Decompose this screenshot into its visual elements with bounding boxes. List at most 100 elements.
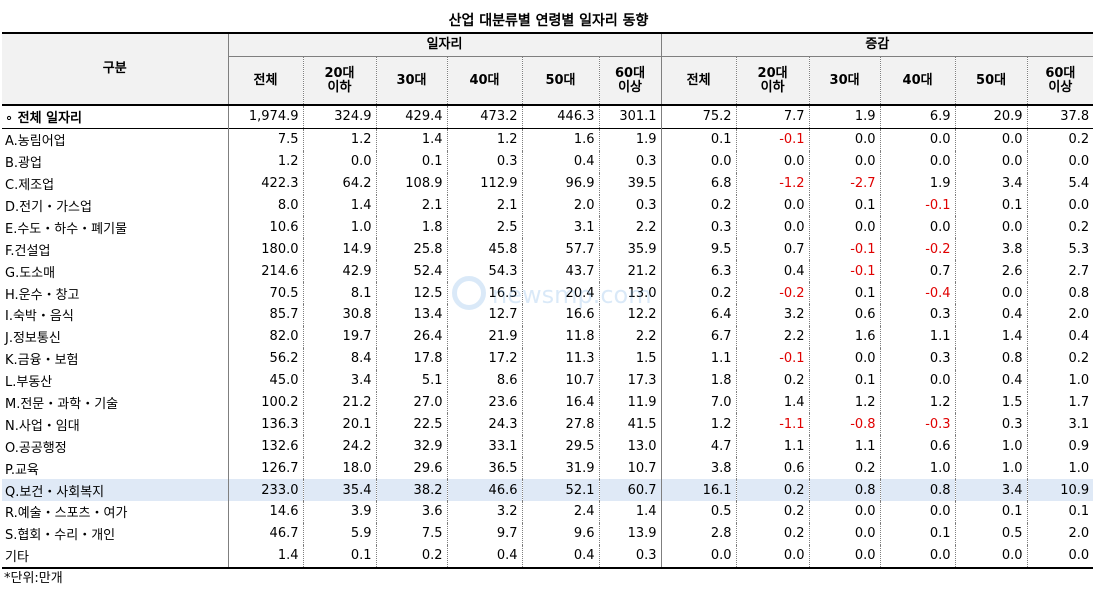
- jobs-cell: 42.9: [302, 260, 376, 283]
- change-cell: 0.0: [1026, 150, 1094, 173]
- jobs-cell: 10.7: [598, 457, 662, 480]
- table-row: P.교육 126.7 18.0 29.6 36.5 31.9 10.7 3.8 0.6 0.2 1.…: [2, 457, 1094, 480]
- header-jobs-col-1: 20대 이하: [302, 56, 376, 105]
- change-cell: 1.2: [660, 413, 737, 436]
- change-cell: 0.1: [808, 282, 881, 305]
- change-cell: 0.0: [879, 501, 956, 523]
- change-cell: 6.4: [660, 304, 737, 326]
- jobs-cell: 17.3: [598, 369, 662, 392]
- change-cell: 9.5: [660, 238, 737, 261]
- change-cell: 0.0: [808, 216, 881, 239]
- jobs-cell: 21.2: [302, 391, 376, 414]
- jobs-cell: 0.1: [302, 544, 376, 568]
- header-group-jobs: 일자리: [227, 33, 662, 57]
- table-row: O.공공행정 132.6 24.2 32.9 33.1 29.5 13.0 4.7 1.1 1.1…: [2, 435, 1094, 458]
- change-cell: 1.0: [954, 435, 1028, 458]
- jobs-cell: 180.0: [227, 238, 303, 261]
- header-group-change: 증감: [660, 33, 1094, 57]
- jobs-cell: 29.6: [375, 457, 447, 480]
- header-label-line1: 40대: [902, 72, 933, 88]
- change-cell: 1.7: [1026, 391, 1094, 414]
- change-cell: 0.6: [808, 304, 881, 326]
- change-cell: 1.4: [954, 325, 1028, 348]
- jobs-cell: 52.4: [375, 260, 447, 283]
- change-cell: 0.0: [735, 216, 810, 239]
- change-cell: 2.6: [954, 260, 1028, 283]
- change-cell: -1.2: [735, 172, 810, 195]
- header-label-line1: 20대: [757, 65, 788, 81]
- jobs-cell: 132.6: [227, 435, 303, 458]
- header-label-line1: 20대: [324, 65, 355, 81]
- change-cell: 0.1: [954, 501, 1028, 523]
- change-cell: -2.7: [808, 172, 881, 195]
- jobs-cell: 3.6: [375, 501, 447, 523]
- header-jobs-col-3: 40대: [446, 56, 522, 105]
- row-label: I.숙박・음식: [2, 304, 229, 326]
- jobs-cell: 36.5: [446, 457, 522, 480]
- jobs-cell: 0.2: [375, 544, 447, 568]
- jobs-cell: 25.8: [375, 238, 447, 261]
- jobs-cell: 0.4: [446, 544, 522, 568]
- table-row: D.전기・가스업 8.0 1.4 2.1 2.1 2.0 0.3 0.2 0.0 0.1 -0.1 0…: [2, 194, 1094, 217]
- change-cell: 0.4: [954, 369, 1028, 392]
- change-cell: 0.1: [954, 194, 1028, 217]
- header-label-line1: 60대: [1045, 65, 1076, 81]
- change-cell: 10.9: [1026, 479, 1094, 502]
- change-cell: 1.1: [735, 435, 810, 458]
- jobs-cell: 20.4: [521, 282, 599, 305]
- table-row: K.금융・보험 56.2 8.4 17.8 17.2 11.3 1.5 1.1 -0.1 0.0 0…: [2, 347, 1094, 370]
- row-label: A.농림어업: [2, 128, 229, 151]
- jobs-cell: 57.7: [521, 238, 599, 261]
- jobs-cell: 1.2: [302, 128, 376, 151]
- jobs-cell: 64.2: [302, 172, 376, 195]
- table-row: N.사업・임대 136.3 20.1 22.5 24.3 27.8 41.5 1.2 -1.1-…: [2, 413, 1094, 436]
- row-label: H.운수・창고: [2, 282, 229, 305]
- jobs-cell: 23.6: [446, 391, 522, 414]
- jobs-cell: 2.0: [521, 194, 599, 217]
- watermark-logo-icon: [452, 276, 486, 310]
- row-label: M.전문・과학・기술: [2, 391, 229, 414]
- change-cell: 0.0: [660, 544, 737, 568]
- change-cell: 0.5: [954, 522, 1028, 545]
- jobs-cell: 26.4: [375, 325, 447, 348]
- change-cell: 3.8: [954, 238, 1028, 261]
- jobs-cell: 33.1: [446, 435, 522, 458]
- jobs-cell: 2.1: [375, 194, 447, 217]
- jobs-cell: 52.1: [521, 479, 599, 502]
- header-change-col-5: 60대 이상: [1026, 56, 1094, 105]
- jobs-cell: 20.1: [302, 413, 376, 436]
- table-row: H.운수・창고 70.5 8.1 12.5 16.5 20.4 13.0 0.2 -0.2 0.1…: [2, 282, 1094, 305]
- change-cell: 0.3: [879, 304, 956, 326]
- table-row: F.건설업 180.0 14.9 25.8 45.8 57.7 35.9 9.5 0.7 -0.1…: [2, 238, 1094, 261]
- header-jobs-col-0: 전체: [227, 56, 303, 105]
- jobs-cell: 301.1: [598, 105, 662, 129]
- change-cell: -0.1: [808, 260, 881, 283]
- change-cell: 0.2: [1026, 128, 1094, 151]
- change-cell: 2.8: [660, 522, 737, 545]
- jobs-cell: 1.4: [598, 501, 662, 523]
- row-label: F.건설업: [2, 238, 229, 261]
- jobs-cell: 35.4: [302, 479, 376, 502]
- header-change-col-2: 30대: [808, 56, 881, 105]
- jobs-cell: 446.3: [521, 105, 599, 129]
- jobs-cell: 1.4: [302, 194, 376, 217]
- jobs-cell: 0.3: [598, 150, 662, 173]
- jobs-cell: 9.7: [446, 522, 522, 545]
- change-cell: 0.0: [954, 544, 1028, 568]
- row-label: B.광업: [2, 150, 229, 173]
- jobs-cell: 46.7: [227, 522, 303, 545]
- change-cell: 0.8: [1026, 282, 1094, 305]
- row-label: L.부동산: [2, 369, 229, 392]
- change-cell: -0.1: [735, 128, 810, 151]
- table-row: Q.보건・사회복지 233.0 35.4 38.2 46.6 52.1 60.7 16.1 0.…: [2, 479, 1094, 502]
- header-gubun: 구분: [102, 61, 127, 76]
- jobs-cell: 3.2: [446, 501, 522, 523]
- change-cell: 6.3: [660, 260, 737, 283]
- jobs-cell: 21.2: [598, 260, 662, 283]
- change-cell: 0.0: [808, 501, 881, 523]
- header-label-line1: 전체: [253, 72, 278, 88]
- total-row: ∘ 전체 일자리 1,974.9 324.9 429.4 473.2 446.3 301.1…: [2, 105, 1094, 129]
- change-cell: 0.3: [954, 413, 1028, 436]
- jobs-cell: 1.8: [375, 216, 447, 239]
- jobs-cell: 16.4: [521, 391, 599, 414]
